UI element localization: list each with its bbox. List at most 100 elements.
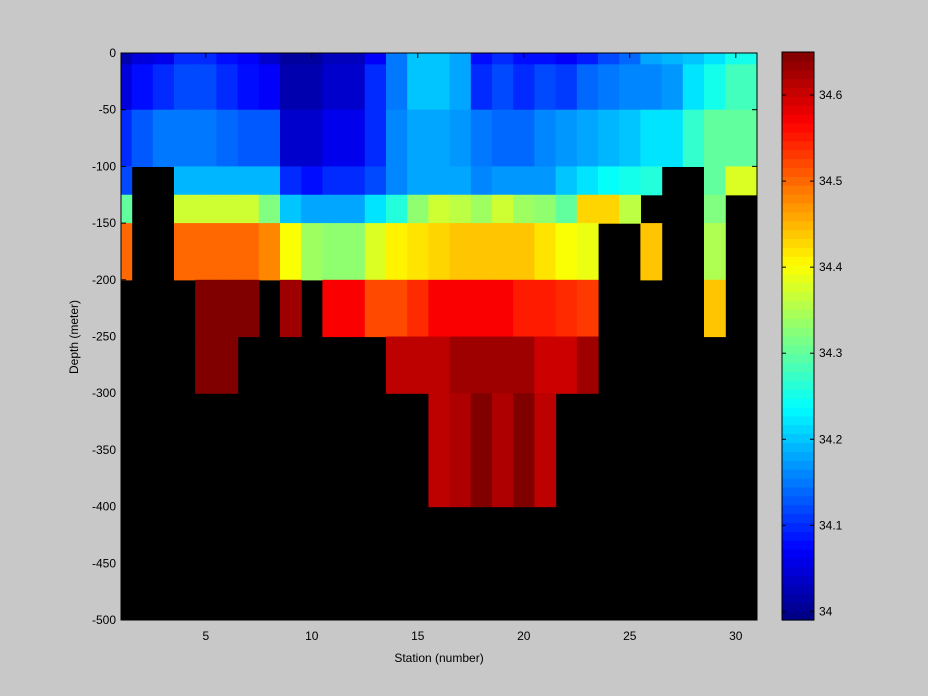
heatmap-cell — [470, 279, 493, 338]
heatmap-cell — [555, 53, 578, 65]
colorbar-tick-label: 34.5 — [819, 174, 843, 188]
colorbar-swatch — [782, 424, 814, 435]
heatmap-cell — [280, 223, 302, 281]
x-tick-label: 5 — [202, 629, 209, 643]
y-tick-label: -150 — [92, 216, 116, 230]
colorbar-swatch — [782, 194, 814, 204]
colorbar-swatch — [782, 389, 814, 399]
colorbar-swatch — [782, 593, 814, 603]
heatmap-cell — [343, 166, 366, 196]
heatmap-cell — [534, 279, 557, 338]
heatmap-cell — [386, 64, 408, 111]
heatmap-cell — [449, 393, 472, 508]
colorbar-swatch — [782, 256, 814, 266]
y-tick-label: -300 — [92, 386, 116, 400]
heatmap-cell — [364, 194, 387, 224]
x-axis-ticks: 5 10 15 20 25 30 — [202, 53, 743, 643]
heatmap-cell — [449, 279, 472, 338]
y-tick-label: -100 — [92, 159, 116, 173]
heatmap-cell — [386, 279, 408, 338]
heatmap-cell — [513, 336, 535, 394]
heatmap-cell — [121, 64, 133, 111]
heatmap-cell — [237, 53, 260, 65]
heatmap-cell — [513, 53, 535, 65]
heatmap-cell — [280, 64, 302, 111]
heatmap-cell — [322, 223, 345, 281]
heatmap-cell — [428, 194, 451, 224]
heatmap-cell — [195, 64, 217, 111]
heatmap-cell — [492, 223, 514, 281]
heatmap-cell — [407, 336, 429, 394]
colorbar-swatch — [782, 460, 814, 470]
colorbar-swatch — [782, 87, 814, 97]
heatmap-cell — [121, 109, 133, 167]
heatmap-cell — [280, 194, 302, 224]
heatmap-cell — [428, 166, 451, 196]
heatmap-cell — [195, 53, 217, 65]
heatmap-cell — [407, 53, 429, 65]
heatmap-cell — [237, 194, 260, 224]
heatmap-cell — [682, 53, 705, 65]
heatmap-cell — [449, 53, 472, 65]
heatmap-cell — [449, 194, 472, 224]
heatmap-cell — [534, 194, 557, 224]
colorbar-swatch — [782, 442, 814, 452]
y-tick-label: -350 — [92, 443, 116, 457]
heatmap-cell — [121, 53, 133, 65]
colorbar-ticks: 34 34.1 34.2 34.3 34.4 34.5 34.6 — [782, 88, 843, 618]
heatmap-cell — [470, 166, 493, 196]
heatmap-cell — [513, 393, 535, 508]
heatmap-cell — [428, 109, 451, 167]
heatmap-cell — [492, 393, 514, 508]
heatmap-cell — [407, 194, 429, 224]
heatmap-cell — [386, 336, 408, 394]
colorbar-swatch — [782, 229, 814, 239]
colorbar-swatch — [782, 176, 814, 186]
colorbar-swatch — [782, 540, 814, 550]
heatmap-cell — [513, 279, 535, 338]
colorbar-swatch — [782, 407, 814, 417]
heatmap-cell — [216, 166, 239, 196]
heatmap-cell — [704, 53, 726, 65]
heatmap-cell — [725, 53, 758, 65]
heatmap-cell — [121, 194, 133, 224]
colorbar-swatch — [782, 211, 814, 222]
colorbar-swatch — [782, 433, 814, 444]
heatmap-cell — [534, 166, 557, 196]
heatmap-cell — [492, 336, 514, 394]
colorbar-tick-label: 34.2 — [819, 432, 843, 446]
heatmap-cell — [661, 64, 684, 111]
heatmap-cell — [258, 53, 281, 65]
colorbar-tick-label: 34.6 — [819, 88, 843, 102]
colorbar-swatch — [782, 336, 814, 346]
colorbar-swatch — [782, 78, 814, 89]
heatmap-cell — [301, 64, 323, 111]
colorbar-swatch — [782, 69, 814, 80]
heatmap-cell — [343, 53, 366, 65]
heatmap-cell — [598, 53, 620, 65]
heatmap-cell — [704, 194, 726, 224]
heatmap-cell — [237, 166, 260, 196]
heatmap-cell — [640, 109, 663, 167]
heatmap-cell — [725, 64, 758, 111]
heatmap-cell — [598, 109, 620, 167]
heatmap-cell — [152, 53, 175, 65]
heatmap-cells — [121, 53, 758, 508]
heatmap-cell — [258, 166, 281, 196]
heatmap-cell — [258, 223, 281, 281]
heatmap-cell — [682, 109, 705, 167]
colorbar-swatch — [782, 371, 814, 381]
heatmap-cell — [534, 64, 557, 111]
heatmap-cell — [619, 64, 641, 111]
y-axis-ticks: 0 -50 -100 -150 -200 -250 -300 -350 -400 -450 -500 — [92, 46, 757, 627]
heatmap-cell — [343, 194, 366, 224]
colorbar-swatch — [782, 52, 814, 62]
colorbar-swatch — [782, 105, 814, 115]
colorbar-tick-label: 34.1 — [819, 518, 843, 532]
colorbar-swatch — [782, 96, 814, 106]
heatmap-cell — [619, 53, 641, 65]
colorbar-swatch — [782, 478, 814, 488]
colorbar — [782, 52, 814, 621]
heatmap-cell — [174, 53, 196, 65]
